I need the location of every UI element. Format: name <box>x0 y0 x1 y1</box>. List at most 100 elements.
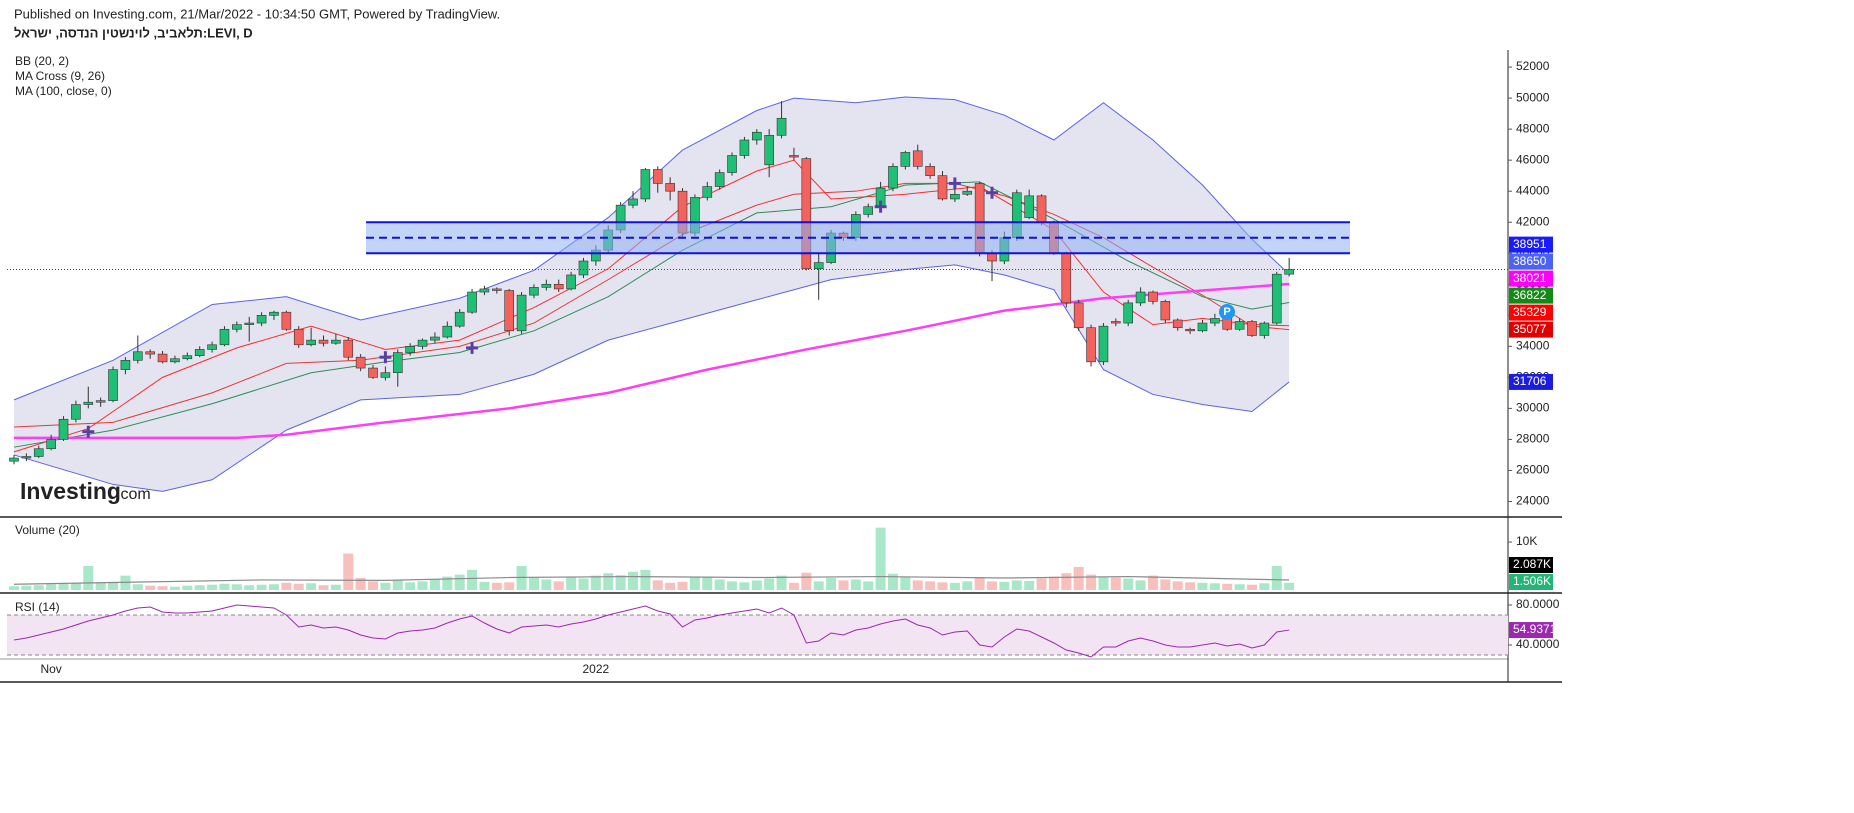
rsi-line <box>13 604 1290 658</box>
volume-bar <box>1073 566 1084 590</box>
volume-bar <box>145 585 156 590</box>
candle-body <box>863 206 874 215</box>
bollinger-fill <box>14 97 1290 492</box>
volume-bar <box>566 577 577 590</box>
candle-body <box>467 291 477 313</box>
volume-bar <box>1271 566 1282 590</box>
volume-bar <box>368 581 379 590</box>
legend-entry: MA (100, close, 0) <box>15 84 112 98</box>
volume-bar <box>615 575 626 590</box>
candle-body <box>355 356 366 369</box>
volume-bar <box>1135 580 1146 590</box>
volume-bar <box>58 583 69 590</box>
candle-body <box>108 369 118 401</box>
volume-bar <box>987 581 998 590</box>
x-tick-label: 2022 <box>583 662 610 676</box>
volume-bar <box>1209 583 1220 590</box>
candle-body <box>194 349 205 356</box>
candle-body <box>219 328 230 346</box>
candle-body <box>1185 328 1195 332</box>
volume-bar <box>33 585 44 590</box>
pane-title: Volume (20) <box>15 523 80 537</box>
candle-body <box>1234 321 1245 330</box>
volume-bar <box>1061 573 1072 590</box>
volume-bar <box>417 581 428 590</box>
candle-body <box>58 418 69 440</box>
candle-body <box>417 339 428 347</box>
badge-group: P <box>1219 304 1235 320</box>
volume-bar <box>244 585 255 590</box>
volume-bar <box>479 581 490 590</box>
candle-body <box>207 344 217 350</box>
candle-body <box>430 336 440 341</box>
volume-bar <box>268 584 279 590</box>
volume-bar <box>1098 576 1109 590</box>
volume-bar <box>838 580 849 590</box>
volume-bar <box>380 582 391 590</box>
volume-bar <box>1036 578 1047 590</box>
y-tick-label: 42000 <box>1516 214 1550 228</box>
volume-bar <box>1011 580 1022 590</box>
volume-bar <box>343 553 354 590</box>
watermark-brand: Investing <box>20 478 121 504</box>
candle-body <box>232 324 242 330</box>
y-tick-label: 46000 <box>1516 152 1550 166</box>
volume-bar <box>590 575 601 590</box>
value-tag <box>1509 304 1553 321</box>
candle-body <box>1111 321 1121 324</box>
published-note: Published on Investing.com, 21/Mar/2022 … <box>14 6 500 21</box>
badge-label[interactable]: P <box>1223 306 1230 318</box>
volume-bar <box>652 580 663 590</box>
volume-bar <box>157 586 168 590</box>
value-tag <box>1509 574 1553 590</box>
volume-bar <box>405 582 416 590</box>
volume-bar <box>194 585 205 590</box>
candle-body <box>553 283 564 290</box>
volume-bar <box>355 578 366 590</box>
candle-body <box>1259 322 1270 336</box>
candle-body <box>541 283 552 288</box>
volume-bar <box>528 578 539 590</box>
volume-bar <box>442 576 453 590</box>
volume-bar <box>1259 583 1270 590</box>
volume-bar <box>1247 584 1257 590</box>
volume-bar <box>751 580 762 590</box>
candle-body <box>170 358 180 363</box>
volume-bar <box>1185 582 1196 590</box>
candle-body <box>343 339 354 358</box>
volume-bar <box>1123 578 1134 590</box>
candle-body <box>739 139 750 156</box>
candle-body <box>145 351 155 355</box>
volume-bar <box>1172 581 1183 590</box>
candle-body <box>566 274 576 290</box>
volume-bar <box>1284 582 1295 590</box>
candle-body <box>1073 302 1084 329</box>
candle-body <box>46 439 56 450</box>
volume-bar <box>108 581 119 590</box>
badge[interactable] <box>1219 304 1235 320</box>
volume-bar <box>429 579 440 590</box>
volume-bar <box>788 582 799 590</box>
volume-bar <box>863 581 874 590</box>
candle-body <box>380 372 391 378</box>
volume-bar <box>281 582 292 590</box>
value-tag <box>1509 557 1553 573</box>
volume-bar <box>83 566 94 590</box>
symbol-title: תלאביב, לוינשטין הנדסה, ישראל:LEVI, D <box>14 25 253 40</box>
candle-body <box>244 322 255 325</box>
candle-body <box>1160 301 1171 321</box>
value-tag-label: 38021 <box>1513 271 1547 285</box>
volume-ma-line <box>13 575 1290 585</box>
candle-body <box>1123 302 1133 324</box>
volume-bar <box>776 575 787 590</box>
volume-bar <box>962 581 973 590</box>
candle-body <box>937 175 948 200</box>
volume-bar <box>231 584 242 590</box>
candle-body <box>516 294 527 332</box>
volume-bar <box>665 582 676 590</box>
value-tag <box>1509 253 1553 270</box>
volume-bar <box>1234 584 1245 590</box>
volume-bar <box>1048 576 1059 590</box>
value-tag <box>1509 236 1553 253</box>
volume-bar <box>1024 580 1035 590</box>
